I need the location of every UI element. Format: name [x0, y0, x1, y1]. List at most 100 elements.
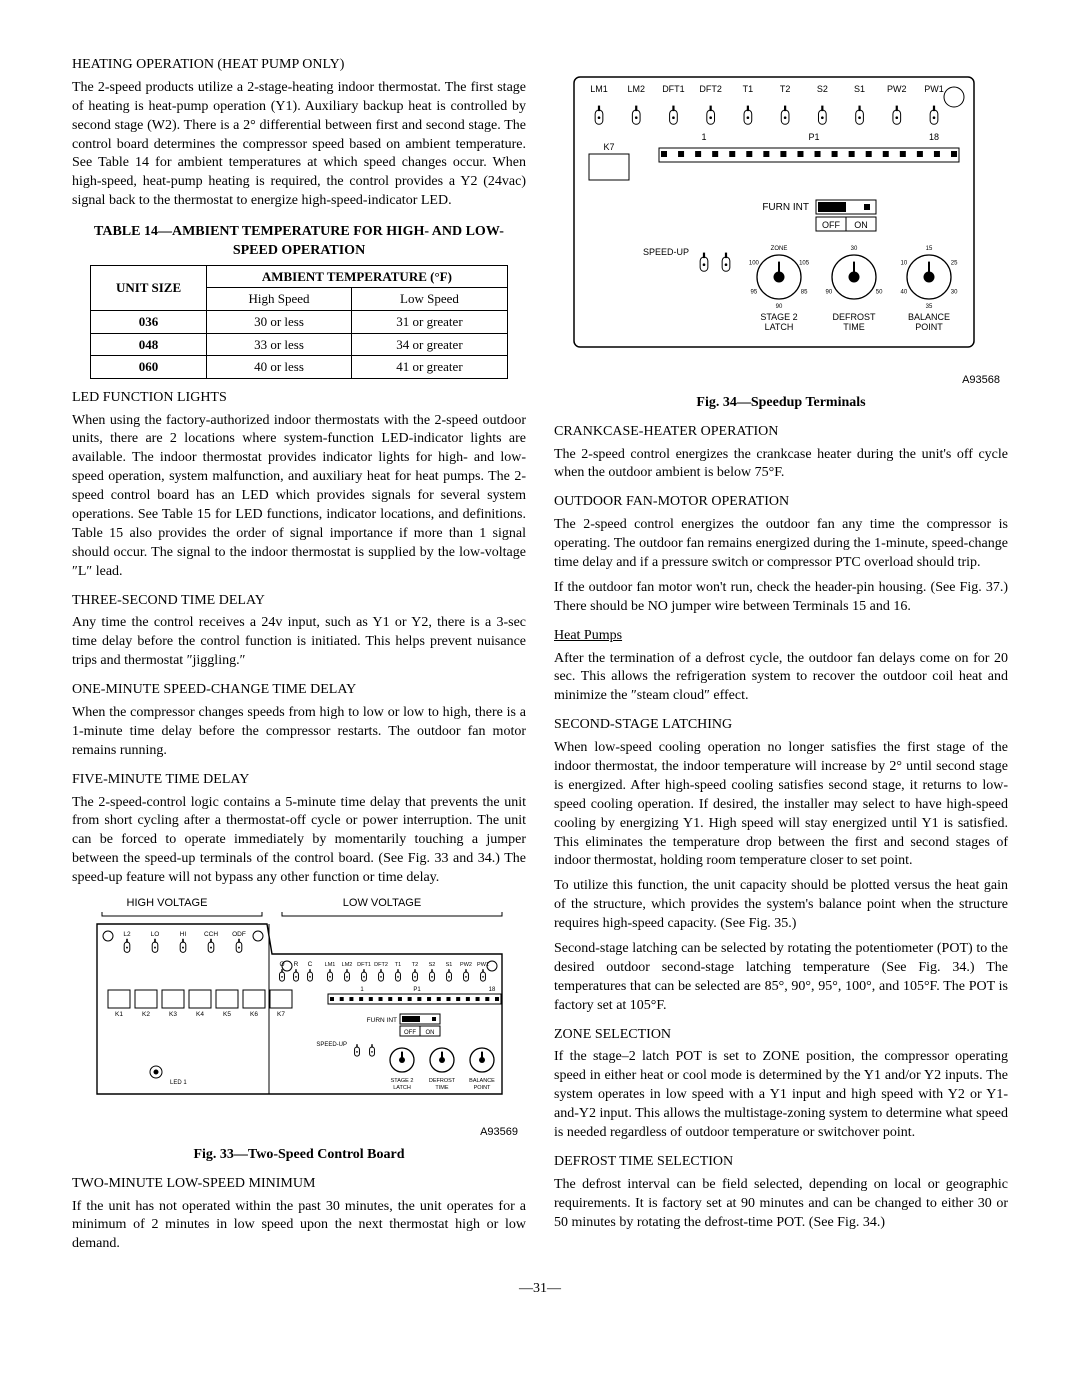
- svg-text:TIME: TIME: [843, 322, 865, 332]
- svg-text:L2: L2: [123, 931, 131, 938]
- svg-text:90: 90: [826, 290, 833, 296]
- svg-text:TIME: TIME: [435, 1085, 448, 1091]
- svg-text:PW2: PW2: [460, 962, 472, 968]
- svg-text:40: 40: [901, 290, 908, 296]
- svg-text:DFT1: DFT1: [662, 84, 685, 94]
- svg-text:S2: S2: [429, 962, 436, 968]
- svg-text:LM1: LM1: [590, 84, 608, 94]
- svg-text:18: 18: [929, 132, 939, 142]
- crank-heading: CRANKCASE-HEATER OPERATION: [554, 423, 1008, 442]
- svg-text:PW1: PW1: [477, 962, 489, 968]
- heatpumps-body: After the termination of a defrost cycle…: [554, 650, 1008, 707]
- svg-text:30: 30: [951, 290, 958, 296]
- svg-text:LM2: LM2: [342, 962, 353, 968]
- svg-text:30: 30: [851, 246, 858, 252]
- svg-text:C: C: [308, 961, 313, 968]
- svg-text:T2: T2: [412, 962, 418, 968]
- svg-text:T2: T2: [780, 84, 791, 94]
- table14-title: TABLE 14—AMBIENT TEMPERATURE FOR HIGH- A…: [72, 223, 526, 261]
- svg-text:R: R: [294, 961, 299, 968]
- svg-text:PW2: PW2: [887, 84, 907, 94]
- fig34-diagram: LM1LM2DFT1DFT2T1T2S2S1PW2PW11P118K7FURN …: [554, 62, 1008, 367]
- right-column: LM1LM2DFT1DFT2T1T2S2S1PW2PW11P118K7FURN …: [554, 56, 1008, 1260]
- fig34-caption: Fig. 34—Speedup Terminals: [554, 394, 1008, 413]
- page-number: —31—: [72, 1280, 1008, 1299]
- svg-text:90: 90: [776, 304, 783, 310]
- led-body: When using the factory-authorized indoor…: [72, 412, 526, 582]
- led-heading: LED FUNCTION LIGHTS: [72, 389, 526, 408]
- svg-text:LOW VOLTAGE: LOW VOLTAGE: [343, 897, 421, 909]
- fan-heading: OUTDOOR FAN-MOTOR OPERATION: [554, 493, 1008, 512]
- svg-text:LM2: LM2: [627, 84, 645, 94]
- svg-text:18: 18: [489, 987, 496, 993]
- svg-text:DFT2: DFT2: [374, 962, 388, 968]
- svg-text:K1: K1: [115, 1011, 123, 1018]
- table14-col-unit: UNIT SIZE: [91, 265, 207, 310]
- fan-body1: The 2-speed control energizes the outdoo…: [554, 516, 1008, 573]
- table-row: 060 40 or less 41 or greater: [91, 356, 508, 379]
- table-row: 048 33 or less 34 or greater: [91, 333, 508, 356]
- svg-text:SPEED-UP: SPEED-UP: [643, 247, 689, 257]
- svg-text:1: 1: [701, 132, 706, 142]
- svg-text:50: 50: [876, 290, 883, 296]
- svg-text:S2: S2: [817, 84, 828, 94]
- svg-text:85: 85: [801, 290, 808, 296]
- svg-text:STAGE 2: STAGE 2: [760, 312, 797, 322]
- five-min-body: The 2-speed-control logic contains a 5-m…: [72, 794, 526, 888]
- svg-text:ODF: ODF: [232, 931, 246, 938]
- svg-text:POINT: POINT: [474, 1085, 491, 1091]
- svg-text:S1: S1: [446, 962, 453, 968]
- crank-body: The 2-speed control energizes the crankc…: [554, 446, 1008, 484]
- zone-heading: ZONE SELECTION: [554, 1026, 1008, 1045]
- heating-op-body: The 2-speed products utilize a 2-stage-h…: [72, 79, 526, 211]
- three-sec-heading: THREE-SECOND TIME DELAY: [72, 592, 526, 611]
- ssl-heading: SECOND-STAGE LATCHING: [554, 716, 1008, 735]
- svg-text:PW1: PW1: [924, 84, 944, 94]
- heatpumps-heading: Heat Pumps: [554, 627, 1008, 646]
- fan-body2: If the outdoor fan motor won't run, chec…: [554, 579, 1008, 617]
- svg-text:95: 95: [751, 290, 758, 296]
- svg-text:100: 100: [749, 261, 760, 267]
- svg-text:HIGH VOLTAGE: HIGH VOLTAGE: [127, 897, 208, 909]
- defrost-body: The defrost interval can be field select…: [554, 1176, 1008, 1233]
- svg-text:DFT1: DFT1: [357, 962, 371, 968]
- svg-text:DEFROST: DEFROST: [429, 1078, 456, 1084]
- svg-text:SPEED-UP: SPEED-UP: [316, 1042, 347, 1048]
- svg-text:LATCH: LATCH: [765, 322, 794, 332]
- svg-text:CCH: CCH: [204, 931, 218, 938]
- svg-text:K7: K7: [277, 1011, 285, 1018]
- fig33-diagram: HIGH VOLTAGELOW VOLTAGEL2LOHICCHODFORCLM…: [72, 894, 526, 1119]
- table-row: 036 30 or less 31 or greater: [91, 311, 508, 334]
- one-min-heading: ONE-MINUTE SPEED-CHANGE TIME DELAY: [72, 681, 526, 700]
- table14: UNIT SIZE AMBIENT TEMPERATURE (°F) High …: [90, 265, 508, 379]
- ssl-body2: To utilize this function, the unit capac…: [554, 877, 1008, 934]
- table14-col-high: High Speed: [206, 288, 351, 311]
- svg-text:STAGE 2: STAGE 2: [391, 1078, 414, 1084]
- svg-text:K7: K7: [603, 142, 614, 152]
- svg-text:LM1: LM1: [325, 962, 336, 968]
- table14-col-ambient: AMBIENT TEMPERATURE (°F): [206, 265, 507, 288]
- ssl-body3: Second-stage latching can be selected by…: [554, 940, 1008, 1016]
- defrost-heading: DEFROST TIME SELECTION: [554, 1153, 1008, 1172]
- two-min-body: If the unit has not operated within the …: [72, 1198, 526, 1255]
- svg-text:K4: K4: [196, 1011, 204, 1018]
- five-min-heading: FIVE-MINUTE TIME DELAY: [72, 771, 526, 790]
- ssl-body1: When low-speed cooling operation no long…: [554, 739, 1008, 871]
- one-min-body: When the compressor changes speeds from …: [72, 704, 526, 761]
- svg-text:K5: K5: [223, 1011, 231, 1018]
- left-column: HEATING OPERATION (HEAT PUMP ONLY) The 2…: [72, 56, 526, 1260]
- svg-text:105: 105: [799, 261, 810, 267]
- fig33-caption: Fig. 33—Two-Speed Control Board: [72, 1146, 526, 1165]
- two-min-heading: TWO-MINUTE LOW-SPEED MINIMUM: [72, 1175, 526, 1194]
- svg-text:15: 15: [926, 246, 933, 252]
- svg-text:OFF: OFF: [404, 1030, 416, 1036]
- svg-text:K6: K6: [250, 1011, 258, 1018]
- svg-text:10: 10: [901, 261, 908, 267]
- svg-text:T1: T1: [395, 962, 401, 968]
- svg-text:OFF: OFF: [822, 220, 840, 230]
- three-sec-body: Any time the control receives a 24v inpu…: [72, 614, 526, 671]
- svg-text:FURN INT: FURN INT: [762, 202, 809, 213]
- zone-body: If the stage–2 latch POT is set to ZONE …: [554, 1048, 1008, 1142]
- svg-text:HI: HI: [180, 931, 187, 938]
- svg-text:BALANCE: BALANCE: [469, 1078, 495, 1084]
